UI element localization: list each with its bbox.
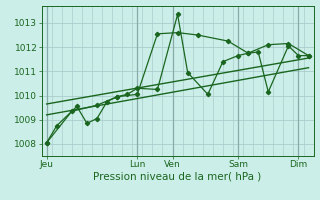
- X-axis label: Pression niveau de la mer( hPa ): Pression niveau de la mer( hPa ): [93, 172, 262, 182]
